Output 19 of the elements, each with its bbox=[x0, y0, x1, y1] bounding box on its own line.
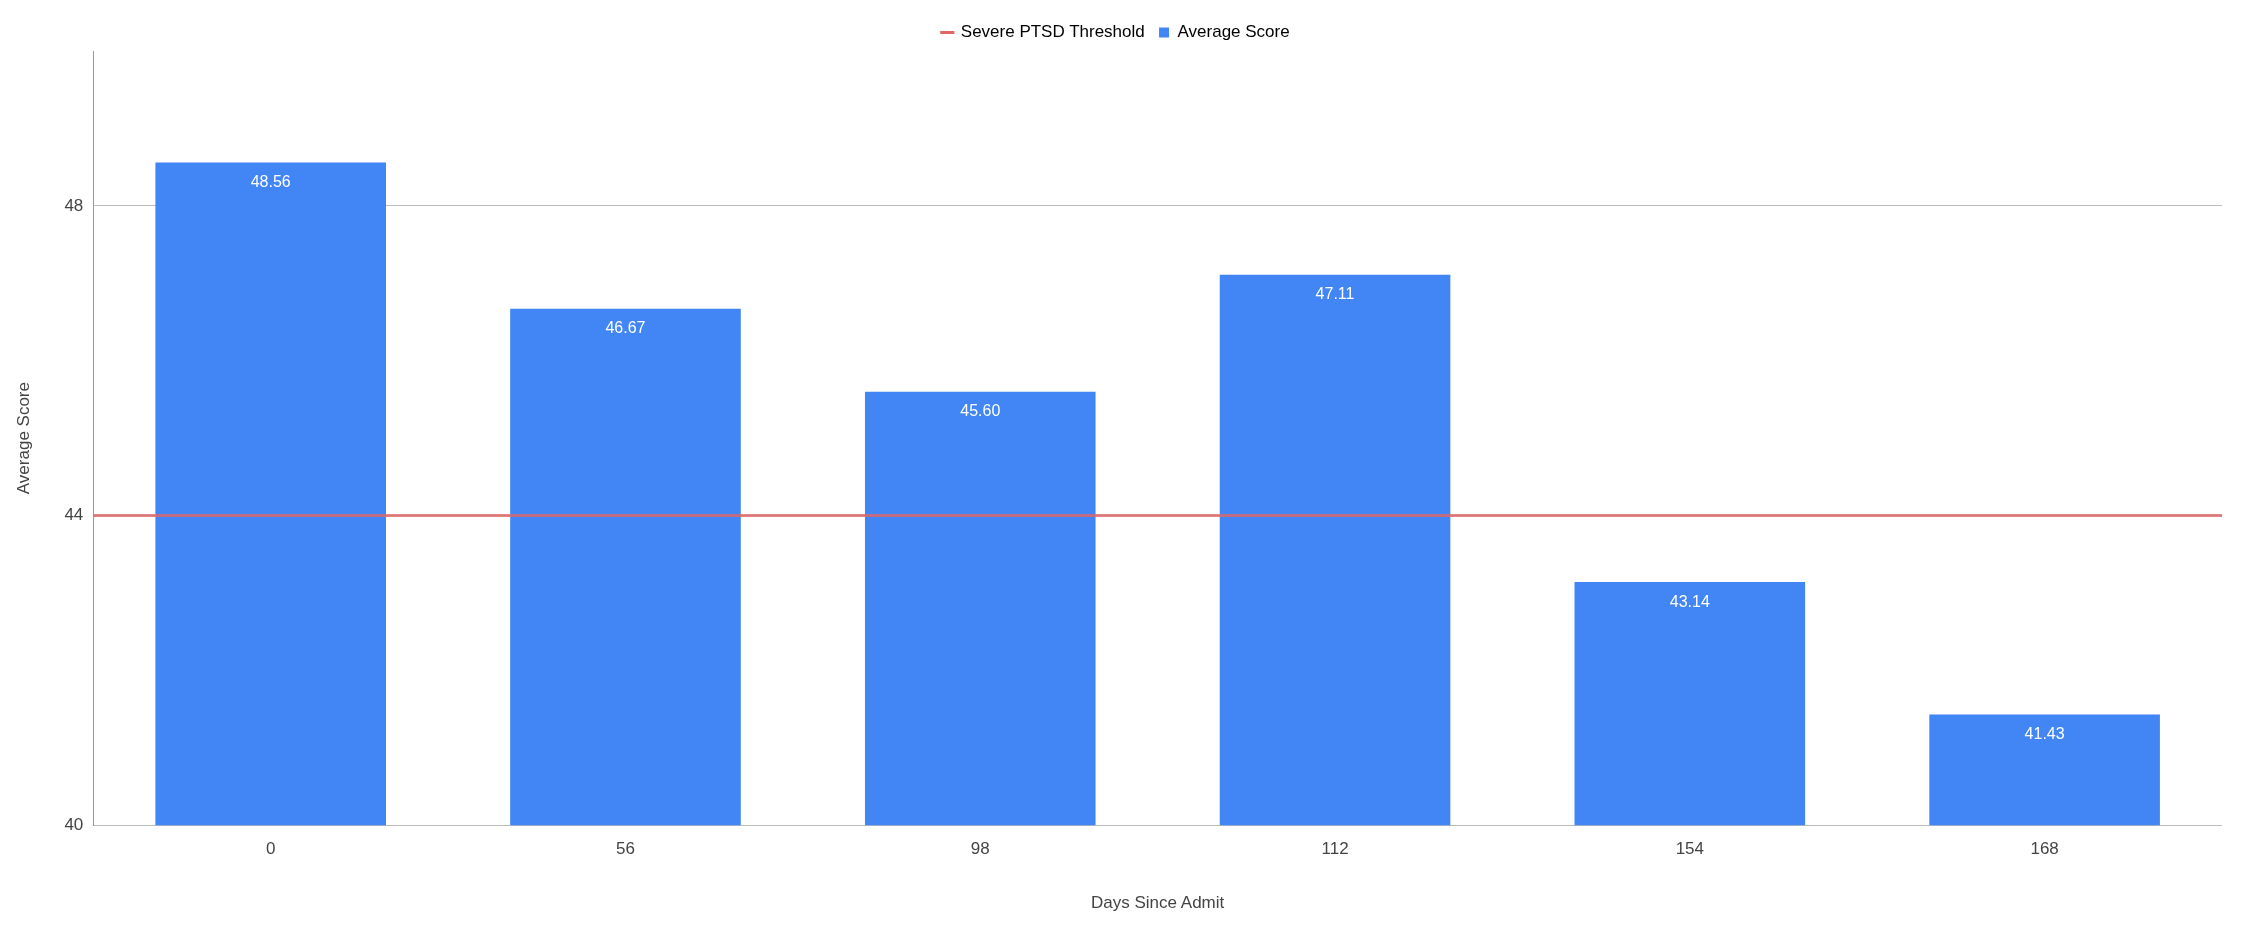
text: 47.11 bbox=[1315, 285, 1355, 303]
y-tick-label: 44 bbox=[64, 505, 84, 525]
x-tick-label: 112 bbox=[1321, 839, 1349, 859]
text: 41.43 bbox=[2024, 724, 2065, 742]
text: 45.60 bbox=[960, 402, 1001, 420]
x-tick-label: 168 bbox=[2030, 839, 2059, 859]
x-tick-label: 0 bbox=[265, 839, 276, 859]
x-tick-label: 154 bbox=[1675, 839, 1705, 859]
legend-label: Severe PTSD Threshold bbox=[960, 22, 1145, 42]
y-tick-label: 40 bbox=[64, 814, 84, 834]
x-tick-label: 56 bbox=[616, 839, 635, 859]
y-tick-label: 48 bbox=[64, 195, 84, 215]
x-axis-title: Days Since Admit bbox=[1091, 893, 1225, 913]
y-axis-title: Average Score bbox=[13, 382, 33, 495]
text: 48.56 bbox=[250, 172, 291, 190]
legend-label: Average Score bbox=[1177, 22, 1290, 42]
x-tick-label: 98 bbox=[970, 839, 990, 859]
text: 46.67 bbox=[605, 319, 646, 337]
text: 43.14 bbox=[1669, 592, 1710, 610]
